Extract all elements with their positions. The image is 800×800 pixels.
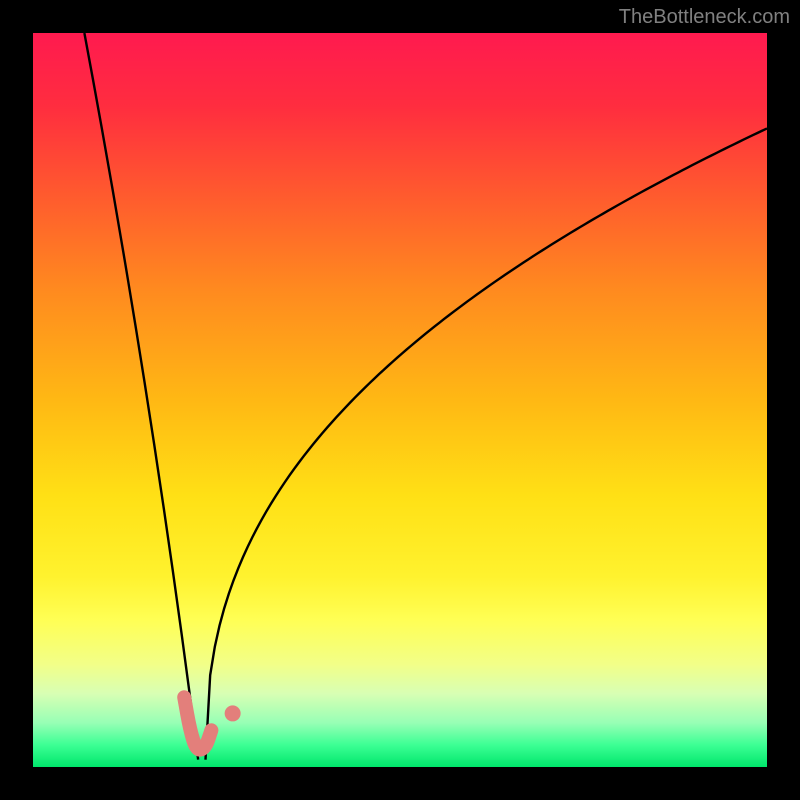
curve-right xyxy=(205,128,767,759)
curve-layer xyxy=(33,33,767,767)
highlight-dot-marker xyxy=(225,705,241,721)
curve-left xyxy=(84,33,198,760)
attribution-text: TheBottleneck.com xyxy=(619,6,790,29)
plot-area xyxy=(33,33,767,767)
